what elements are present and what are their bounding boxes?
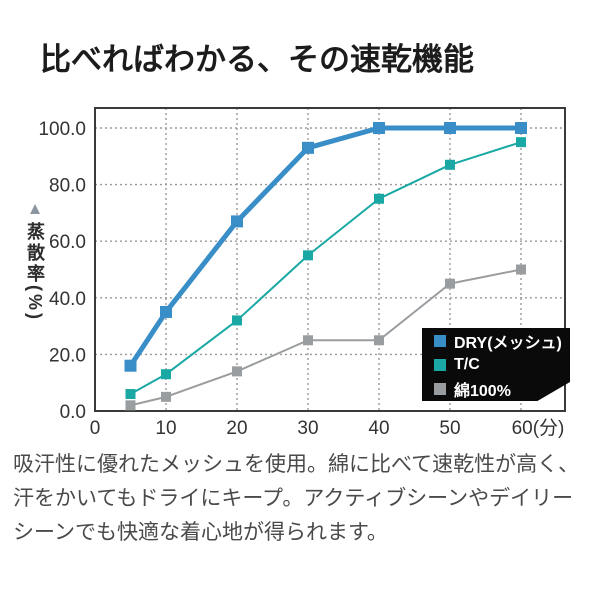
x-tick-label: 20: [226, 418, 247, 439]
x-tick-label: 50: [439, 418, 460, 439]
y-tick-label: 20.0: [49, 345, 86, 366]
data-point-marker: [161, 391, 171, 402]
description-text: 吸汗性に優れたメッシュを使用。綿に比べて速乾性が高く、汗をかいてもドライにキープ…: [13, 453, 580, 545]
data-point-marker: [516, 137, 526, 148]
page-title: 比べればわかる、その速乾機能: [40, 42, 474, 77]
legend-swatch-icon: [434, 334, 446, 347]
y-tick-label: 40.0: [49, 289, 86, 310]
legend-label: T/C: [454, 355, 480, 373]
data-point-marker: [445, 159, 455, 170]
data-point-marker: [232, 315, 242, 326]
plot-border: [94, 107, 566, 412]
legend-item: T/C: [434, 356, 570, 374]
up-triangle-icon: ▲: [26, 199, 44, 218]
chart-area: ▲ 蒸散率(%) 0.0 20.0 40.0 60.0 80.0 100.0 0 10 20 30…: [0, 100, 600, 450]
x-tick-label: 60(分): [512, 417, 565, 439]
series-dry: [124, 122, 527, 372]
legend-swatch-icon: [434, 358, 446, 371]
series-tc: [125, 137, 526, 400]
data-point-marker: [125, 400, 136, 411]
data-point-marker: [232, 366, 242, 377]
series-cotton: [125, 264, 526, 411]
data-point-marker: [373, 122, 385, 134]
data-point-marker: [515, 122, 527, 134]
data-point-marker: [302, 141, 314, 154]
y-tick-label: 100.0: [38, 119, 86, 140]
data-point-marker: [374, 193, 384, 204]
data-point-marker: [444, 122, 456, 134]
y-axis-label-text: 蒸散率(%): [25, 222, 45, 322]
legend-item: DRY(メッシュ): [434, 329, 570, 353]
data-point-marker: [161, 369, 171, 380]
x-tick-label: 10: [155, 418, 176, 439]
x-tick-label: 30: [297, 418, 318, 439]
y-tick-label: 80.0: [49, 176, 86, 197]
y-tick-label: 60.0: [49, 232, 86, 253]
y-tick-label: 0.0: [60, 402, 86, 423]
x-tick-label: 0: [90, 418, 101, 439]
legend-swatch-icon: [434, 382, 446, 395]
x-tick-labels: 0 10 20 30 40 50 60(分): [90, 417, 565, 439]
y-tick-labels: 0.0 20.0 40.0 60.0 80.0 100.0: [38, 119, 86, 423]
evaporation-rate-line-chart: 0.0 20.0 40.0 60.0 80.0 100.0 0 10 20 30 40 50 60(分): [38, 107, 566, 439]
data-point-marker: [160, 305, 172, 318]
chart-legend: DRY(メッシュ) T/C 綿100%: [422, 328, 570, 401]
legend-label: 綿100%: [454, 382, 511, 400]
data-point-marker: [231, 215, 243, 228]
y-axis-label: ▲ 蒸散率(%): [20, 200, 50, 322]
legend-item: 綿100%: [434, 377, 570, 401]
legend-label: DRY(メッシュ): [454, 334, 562, 352]
data-point-marker: [303, 335, 313, 346]
x-tick-label: 40: [368, 418, 389, 439]
data-point-marker: [124, 359, 137, 372]
data-point-marker: [516, 264, 526, 275]
data-point-marker: [303, 250, 313, 261]
data-point-marker: [445, 278, 455, 289]
data-point-marker: [374, 335, 384, 346]
data-point-marker: [125, 389, 136, 400]
